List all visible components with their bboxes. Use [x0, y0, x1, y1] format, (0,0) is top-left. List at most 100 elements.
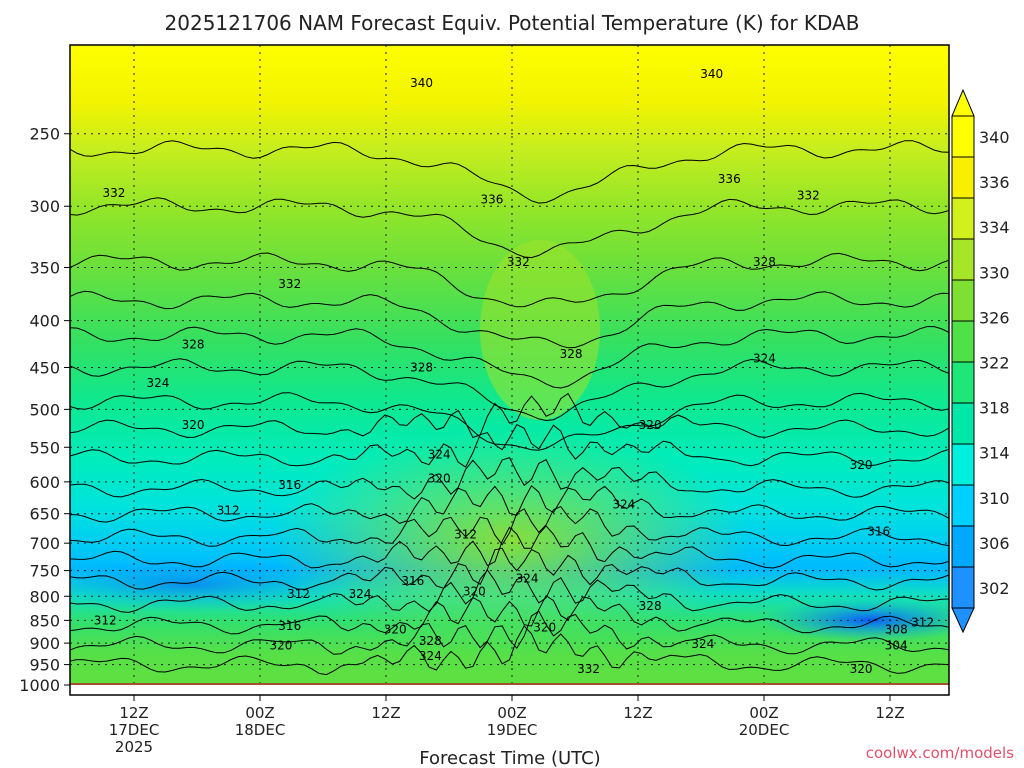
y-tick-label: 650	[29, 505, 60, 524]
contour-label: 324	[419, 649, 442, 663]
contour-label: 340	[700, 67, 723, 81]
colorbar-swatch	[951, 361, 975, 404]
contour-line	[70, 525, 949, 569]
x-tick-label: 2025	[115, 738, 153, 756]
x-tick-label: 12Z	[371, 704, 400, 722]
y-tick-label: 750	[29, 562, 60, 581]
contour-label: 340	[410, 76, 433, 90]
y-tick-label: 1000	[19, 676, 60, 695]
contour-line	[70, 547, 949, 591]
x-tick-label: 00Z	[245, 704, 274, 722]
y-tick-label: 950	[29, 656, 60, 675]
x-tick-label: 19DEC	[487, 721, 538, 739]
contour-label: 324	[753, 352, 776, 366]
contour-lines	[70, 140, 949, 676]
contour-label: 328	[639, 599, 662, 613]
colorbar-label: 310	[979, 489, 1010, 508]
x-tick-label: 17DEC	[109, 721, 160, 739]
x-axis-label: Forecast Time (UTC)	[419, 748, 600, 768]
colorbar-label: 326	[979, 308, 1010, 327]
x-tick-label: 00Z	[497, 704, 526, 722]
colorbar-swatch	[951, 156, 975, 199]
contour-line	[70, 358, 949, 422]
credit-text: coolwx.com/models	[866, 744, 1014, 762]
contour-line	[70, 140, 949, 204]
contour-label: 312	[287, 587, 310, 601]
colorbar-label: 330	[979, 263, 1010, 282]
contour-line	[70, 610, 949, 655]
y-tick-label: 800	[29, 587, 60, 606]
contour-label: 316	[278, 478, 301, 492]
contour-label: 324	[146, 376, 169, 390]
plot-area	[70, 45, 949, 685]
contour-label: 328	[419, 634, 442, 648]
colorbar: 302 306 310 314 318 322 326 330 334 336 340	[951, 88, 1010, 634]
contour-label: 320	[182, 418, 205, 432]
x-tick-label: 18DEC	[235, 721, 286, 739]
y-tick-label: 250	[29, 125, 60, 144]
contour-line	[70, 290, 949, 349]
contour-label: 312	[94, 613, 117, 627]
terrain-band	[70, 683, 949, 685]
contour-line	[70, 197, 949, 259]
contour-label: 324	[349, 587, 372, 601]
x-tick-label: 12Z	[119, 704, 148, 722]
y-tick-label: 500	[29, 400, 60, 419]
contour-label: 312	[454, 528, 477, 542]
contour-label: 332	[577, 662, 600, 676]
contour-label: 332	[797, 188, 820, 202]
contour-label: 312	[217, 504, 240, 518]
contour-line	[70, 485, 949, 524]
contour-label: 320	[270, 638, 293, 652]
y-tick-label: 450	[29, 358, 60, 377]
contour-label: 324	[691, 637, 714, 651]
contour-label: 308	[885, 623, 908, 637]
y-tick-label: 600	[29, 473, 60, 492]
contour-label: 324	[612, 497, 635, 511]
contour-labels: 3123323283243203123203323123163163243403…	[94, 67, 934, 676]
colorbar-swatch	[951, 238, 975, 281]
contour-label: 324	[428, 447, 451, 461]
contour-line	[70, 326, 949, 389]
colorbar-swatch	[951, 197, 975, 240]
contour-label: 324	[516, 571, 539, 585]
contour-line	[70, 252, 949, 308]
contour-line	[70, 456, 949, 500]
contour-label: 320	[384, 623, 407, 637]
y-tick-label: 550	[29, 438, 60, 457]
upper-trough-dip	[480, 240, 600, 420]
contour-label: 320	[428, 472, 451, 486]
colorbar-label: 318	[979, 399, 1010, 418]
colorbar-label: 340	[979, 128, 1010, 147]
contour-line	[70, 423, 949, 468]
contour-label: 328	[410, 360, 433, 374]
y-axis: 250 300 350 400 450 500 550 600 650 700 750 800 850 9…	[19, 125, 70, 695]
contour-label: 332	[278, 277, 301, 291]
colorbar-label: 322	[979, 354, 1010, 373]
colorbar-label: 334	[979, 218, 1010, 237]
y-tick-label: 700	[29, 534, 60, 553]
colorbar-arrow-top	[951, 88, 975, 117]
contour-label: 312	[911, 616, 934, 630]
colorbar-swatch	[951, 320, 975, 363]
contour-label: 336	[718, 172, 741, 186]
colorbar-swatch	[951, 443, 975, 486]
colorbar-label: 302	[979, 579, 1010, 598]
colorbar-label: 314	[979, 444, 1010, 463]
x-tick-label: 12Z	[875, 704, 904, 722]
gridlines	[70, 45, 949, 685]
y-tick-label: 900	[29, 634, 60, 653]
colorbar-swatch	[951, 566, 975, 609]
contour-line	[70, 569, 949, 613]
colorbar-label: 306	[979, 534, 1010, 553]
contour-label: 316	[401, 574, 424, 588]
contour-label: 320	[533, 620, 556, 634]
colorbar-swatch	[951, 279, 975, 322]
contour-label: 328	[753, 255, 776, 269]
contour-label: 328	[560, 347, 583, 361]
contour-label: 332	[102, 186, 125, 200]
colorbar-swatch	[951, 402, 975, 445]
x-tick-label: 12Z	[623, 704, 652, 722]
